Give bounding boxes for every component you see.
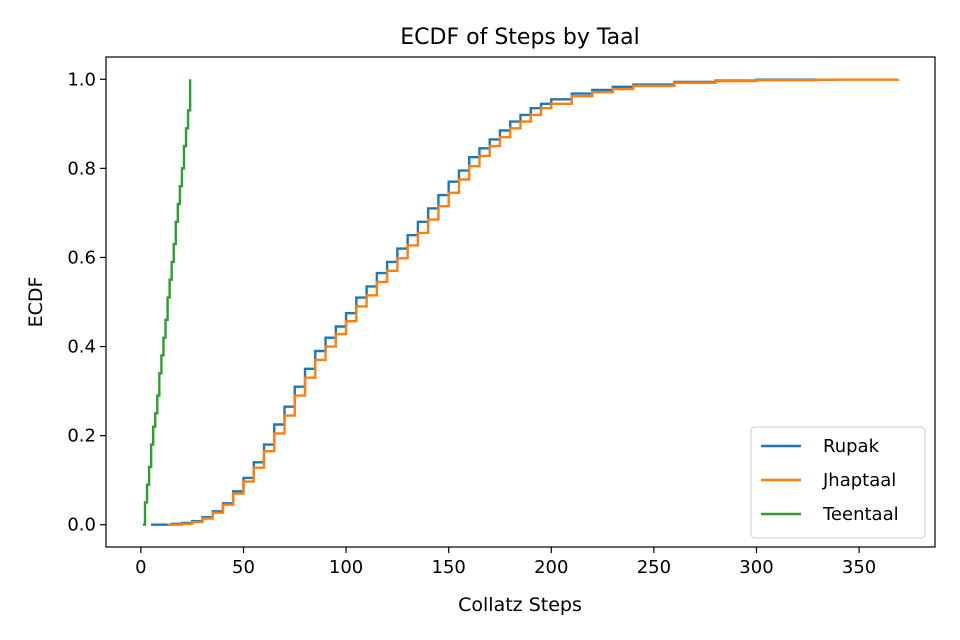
x-tick-label: 300 (739, 557, 773, 578)
legend-box (750, 426, 926, 539)
legend-label-jhaptaal: Jhaptaal (822, 470, 896, 491)
x-tick-label: 150 (432, 557, 466, 578)
series-line-jhaptaal (167, 78, 900, 526)
y-tick-label: 0.2 (67, 426, 96, 447)
y-tick-label: 0.6 (67, 247, 96, 268)
x-tick-label: 0 (135, 557, 146, 578)
y-axis-label: ECDF (25, 277, 47, 328)
x-axis-label: Collatz Steps (458, 594, 582, 616)
y-tick-label: 0.4 (67, 337, 96, 358)
legend-label-rupak: Rupak (823, 436, 880, 457)
y-axis-ticks: 0.0 0.2 0.4 0.6 0.8 1.0 (67, 69, 106, 536)
x-tick-label: 200 (534, 557, 568, 578)
plot-lines (142, 78, 900, 526)
x-axis-ticks: 0 50 100 150 200 250 300 350 (135, 547, 876, 578)
x-tick-label: 250 (637, 557, 671, 578)
plot-frame (105, 56, 936, 548)
legend-label-teentaal: Teentaal (822, 504, 899, 525)
y-tick-label: 1.0 (67, 69, 96, 90)
x-tick-label: 100 (329, 557, 363, 578)
x-tick-label: 50 (232, 557, 255, 578)
legend: Rupak Jhaptaal Teentaal (750, 426, 926, 539)
y-tick-label: 0.8 (67, 158, 96, 179)
chart-title: ECDF of Steps by Taal (400, 25, 639, 50)
y-tick-label: 0.0 (67, 515, 96, 536)
series-line-teentaal (142, 79, 192, 526)
x-tick-label: 350 (842, 557, 876, 578)
